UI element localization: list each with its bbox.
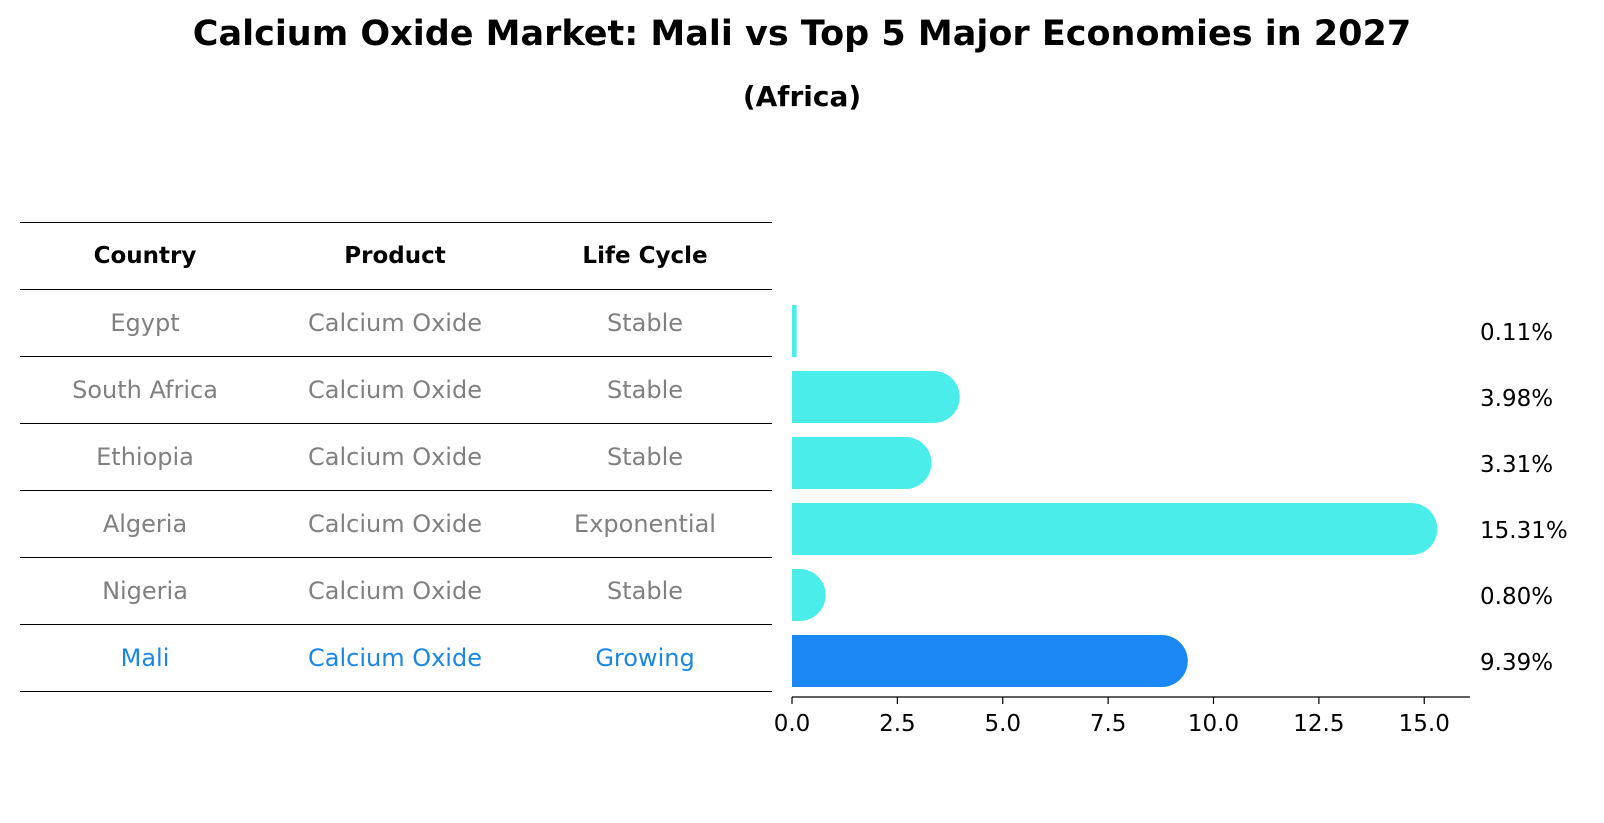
bar-nigeria [792, 569, 826, 621]
x-tick-label: 5.0 [984, 711, 1021, 737]
country-cell: Egypt [110, 309, 180, 337]
bar-mali [792, 635, 1188, 687]
table-header-row: Country Product Life Cycle [20, 222, 772, 290]
life-cycle-cell: Stable [606, 376, 684, 404]
value-label: 0.11% [1480, 320, 1553, 346]
life-cycle-cell: Stable [606, 309, 684, 337]
value-label: 3.31% [1480, 452, 1553, 478]
bar-ethiopia [792, 437, 932, 489]
value-label: 0.80% [1480, 584, 1553, 610]
x-tick-label: 12.5 [1293, 711, 1344, 737]
life-cycle-cell: Exponential [574, 510, 716, 538]
value-label: 9.39% [1480, 650, 1553, 676]
header-product: Product [344, 243, 446, 269]
table-row: South Africa Calcium Oxide Stable [20, 357, 772, 424]
product-cell: Calcium Oxide [308, 510, 482, 538]
product-cell: Calcium Oxide [308, 443, 482, 471]
bar-south-africa [792, 371, 960, 423]
chart-title: Calcium Oxide Market: Mali vs Top 5 Majo… [192, 14, 1412, 54]
x-tick-label: 0.0 [774, 711, 811, 737]
value-label: 3.98% [1480, 386, 1553, 412]
chart-subtitle: (Africa) [742, 80, 862, 113]
product-cell: Calcium Oxide [308, 644, 482, 672]
value-label: 15.31% [1480, 518, 1568, 544]
country-cell: Nigeria [102, 577, 188, 605]
country-cell: South Africa [72, 376, 218, 404]
header-country: Country [93, 243, 197, 269]
bar-algeria [792, 503, 1438, 555]
table-row: Egypt Calcium Oxide Stable [20, 290, 772, 357]
comparison-table: Country Product Life Cycle Egypt Calcium… [20, 222, 772, 692]
life-cycle-cell: Growing [595, 644, 695, 672]
x-tick-label: 10.0 [1188, 711, 1239, 737]
table-row: Ethiopia Calcium Oxide Stable [20, 424, 772, 491]
life-cycle-cell: Stable [606, 577, 684, 605]
x-tick-label: 7.5 [1090, 711, 1127, 737]
country-cell: Algeria [102, 510, 188, 538]
life-cycle-cell: Stable [606, 443, 684, 471]
product-cell: Calcium Oxide [308, 376, 482, 404]
x-tick-label: 2.5 [879, 711, 916, 737]
table-row: Nigeria Calcium Oxide Stable [20, 558, 772, 625]
table-row: Algeria Calcium Oxide Exponential [20, 491, 772, 558]
country-cell: Ethiopia [96, 443, 194, 471]
x-tick-label: 15.0 [1399, 711, 1450, 737]
product-cell: Calcium Oxide [308, 577, 482, 605]
product-cell: Calcium Oxide [308, 309, 482, 337]
header-life-cycle: Life Cycle [582, 243, 708, 269]
bar-egypt [792, 305, 797, 357]
table-row-highlighted: Mali Calcium Oxide Growing [20, 625, 772, 692]
country-cell: Mali [120, 644, 170, 672]
